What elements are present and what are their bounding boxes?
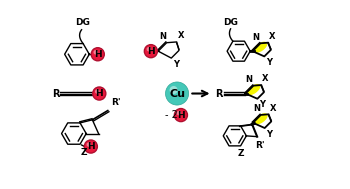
Text: X: X — [177, 31, 184, 40]
Text: Z: Z — [237, 149, 244, 158]
Text: Z: Z — [81, 148, 87, 157]
Text: N: N — [253, 104, 260, 113]
Text: H: H — [177, 111, 185, 120]
Circle shape — [174, 108, 188, 122]
Text: N: N — [159, 32, 166, 41]
Ellipse shape — [254, 114, 267, 124]
Text: N: N — [253, 33, 260, 42]
Text: X: X — [262, 74, 268, 84]
Ellipse shape — [247, 85, 260, 94]
Text: H: H — [96, 89, 103, 98]
Circle shape — [177, 111, 181, 115]
Text: X: X — [269, 32, 275, 41]
Text: N: N — [246, 75, 253, 84]
Text: H: H — [147, 47, 155, 56]
Circle shape — [91, 48, 104, 61]
Circle shape — [144, 45, 158, 58]
Text: Y: Y — [266, 58, 272, 67]
Circle shape — [84, 140, 97, 153]
Text: Y: Y — [266, 130, 272, 139]
Circle shape — [169, 86, 178, 94]
Circle shape — [166, 82, 189, 105]
Circle shape — [147, 47, 151, 51]
Text: DG: DG — [75, 18, 90, 27]
Circle shape — [86, 142, 91, 147]
Text: R': R' — [256, 141, 265, 150]
Text: R: R — [52, 88, 60, 98]
Ellipse shape — [254, 42, 267, 52]
Text: R: R — [216, 88, 223, 98]
Text: - 2: - 2 — [165, 110, 177, 120]
Text: Y: Y — [173, 60, 179, 69]
Text: Y: Y — [259, 100, 265, 109]
Circle shape — [93, 50, 98, 55]
Circle shape — [95, 89, 100, 94]
Text: Cu: Cu — [169, 88, 185, 98]
Text: DG: DG — [223, 18, 238, 26]
Text: H: H — [87, 142, 95, 151]
Text: X: X — [270, 104, 276, 113]
Circle shape — [93, 87, 106, 100]
Text: H: H — [94, 50, 102, 59]
Text: R': R' — [111, 98, 120, 108]
